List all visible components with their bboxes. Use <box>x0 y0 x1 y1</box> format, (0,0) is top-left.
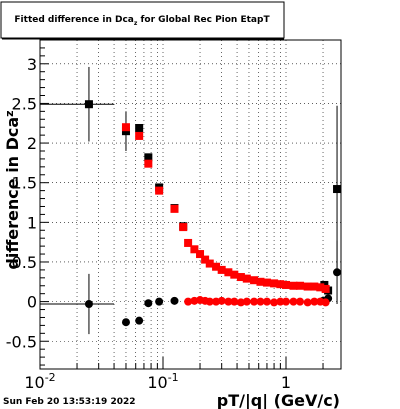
data-point-square <box>276 280 285 289</box>
data-point-square <box>289 281 298 290</box>
data-point-circle <box>262 297 271 306</box>
data-point-circle <box>144 299 153 308</box>
y-tick-label: 2.5 <box>12 94 37 113</box>
data-point-square <box>135 131 144 140</box>
data-point-circle <box>230 297 239 306</box>
series-1 <box>40 66 342 295</box>
data-point-circle <box>276 297 285 306</box>
chart-marks <box>40 66 342 335</box>
data-point-square <box>217 265 226 274</box>
data-point-circle <box>256 297 265 306</box>
data-point-square <box>170 204 179 213</box>
data-point-square <box>144 159 153 168</box>
data-point-square <box>256 277 265 286</box>
data-point-square <box>316 283 325 292</box>
series-2 <box>121 123 330 293</box>
data-point-circle <box>121 318 130 327</box>
data-point-circle <box>184 297 193 306</box>
data-point-circle <box>217 296 226 305</box>
data-point-square <box>296 281 305 290</box>
data-point-circle <box>170 296 179 305</box>
data-point-square <box>205 259 214 268</box>
x-tick-label: 1 <box>281 373 291 392</box>
data-point-square <box>135 123 144 132</box>
grid <box>40 40 341 369</box>
data-point-square <box>184 238 193 247</box>
data-point-circle <box>205 297 214 306</box>
data-point-square <box>224 268 233 277</box>
data-point-circle <box>155 297 164 306</box>
chart-title: Fitted difference in Dcaz for Global Rec… <box>14 15 270 27</box>
data-point-square <box>230 270 239 279</box>
data-point-square <box>201 255 210 264</box>
data-point-square <box>236 273 245 282</box>
title-box: Fitted difference in Dcaz for Global Rec… <box>0 1 285 40</box>
data-point-circle <box>250 297 259 306</box>
y-axis-label: difference in Dcaz <box>3 110 22 269</box>
x-axis-label: pT/|q| (GeV/c) <box>217 391 340 409</box>
data-point-circle <box>270 298 279 307</box>
data-point-square <box>144 153 153 162</box>
data-point-square <box>190 245 199 254</box>
data-point-square <box>321 284 330 293</box>
axes: 10-2 10-1 1 -0.5 0 0.5 1 1.5 2 2.5 3 <box>6 47 324 392</box>
data-point-circle <box>333 268 342 277</box>
data-point-circle <box>84 299 93 308</box>
data-point-square <box>84 100 93 109</box>
data-point-square <box>121 123 130 132</box>
data-point-square <box>303 282 312 291</box>
y-tick-label: 1.5 <box>12 174 37 193</box>
data-point-circle <box>135 316 144 325</box>
data-point-circle <box>281 297 290 306</box>
data-point-circle <box>296 297 305 306</box>
y-tick-label: 2 <box>27 134 37 153</box>
data-point-circle <box>303 298 312 307</box>
data-point-circle <box>321 298 330 307</box>
series-4 <box>184 296 330 307</box>
x-tick-label: 10-2 <box>24 371 55 392</box>
data-point-square <box>270 279 279 288</box>
y-tick-label: 0 <box>27 293 37 312</box>
y-tick-label: -0.5 <box>6 332 37 351</box>
data-point-square <box>155 186 164 195</box>
data-point-square <box>179 223 188 232</box>
data-point-square <box>242 274 251 283</box>
data-point-square <box>333 185 342 194</box>
data-point-circle <box>289 297 298 306</box>
data-point-circle <box>242 297 251 306</box>
data-point-square <box>262 278 271 287</box>
data-point-square <box>310 282 319 291</box>
data-point-circle <box>310 297 319 306</box>
data-point-circle <box>236 298 245 307</box>
data-point-square <box>250 276 259 285</box>
data-point-square <box>281 280 290 289</box>
y-tick-label: 0.5 <box>12 253 37 272</box>
y-tick-label: 3 <box>27 55 37 74</box>
data-point-circle <box>224 297 233 306</box>
x-tick-label: 10-1 <box>147 371 178 392</box>
data-point-square <box>196 250 205 259</box>
plot-frame <box>39 39 342 370</box>
y-tick-label: 1 <box>27 213 37 232</box>
data-point-square <box>212 262 221 271</box>
timestamp-footer: Sun Feb 20 13:53:19 2022 <box>3 397 136 407</box>
